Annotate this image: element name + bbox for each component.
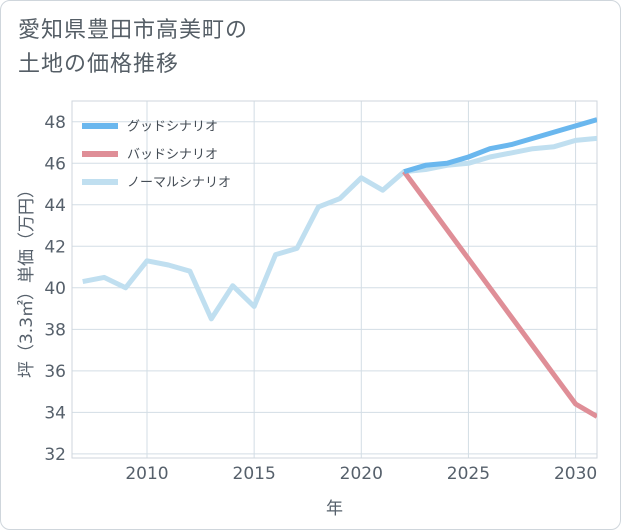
chart-title-line-1: 愛知県豊田市高美町の <box>18 18 249 43</box>
chart-title: 愛知県豊田市高美町の 土地の価格推移 <box>18 14 248 82</box>
chart-title-line-2: 土地の価格推移 <box>18 52 180 77</box>
y-tick-label: 32 <box>44 445 66 465</box>
y-tick-label: 40 <box>44 279 66 299</box>
series-line-1 <box>402 170 597 419</box>
y-axis-ticks: 32 34 36 38 40 42 44 46 48 <box>44 113 66 465</box>
y-axis-label: 坪（3.3㎡）単価（万円） <box>17 181 37 378</box>
legend-label-1: バッドシナリオ <box>127 148 218 163</box>
legend-label-0: グッドシナリオ <box>127 120 218 135</box>
y-tick-label: 38 <box>44 320 66 340</box>
x-tick-label: 2025 <box>447 464 490 484</box>
x-tick-label: 2010 <box>125 464 168 484</box>
series-lines <box>82 117 597 419</box>
x-tick-label: 2020 <box>340 464 383 484</box>
y-tick-label: 34 <box>44 403 66 423</box>
y-tick-label: 44 <box>44 196 66 216</box>
grid-lines <box>72 101 597 458</box>
x-tick-label: 2015 <box>233 464 276 484</box>
y-tick-label: 48 <box>44 113 66 133</box>
series-line-2 <box>82 135 597 322</box>
series-line-0 <box>403 117 597 174</box>
x-axis-ticks: 2010 2015 2020 2025 2030 <box>125 464 597 484</box>
legend-label-2: ノーマルシナリオ <box>127 176 231 191</box>
x-tick-label: 2030 <box>554 464 597 484</box>
x-axis-label: 年 <box>326 499 343 519</box>
plot-area <box>71 100 598 459</box>
y-tick-label: 42 <box>44 237 66 257</box>
y-tick-label: 36 <box>44 362 66 382</box>
y-tick-label: 46 <box>44 154 66 174</box>
